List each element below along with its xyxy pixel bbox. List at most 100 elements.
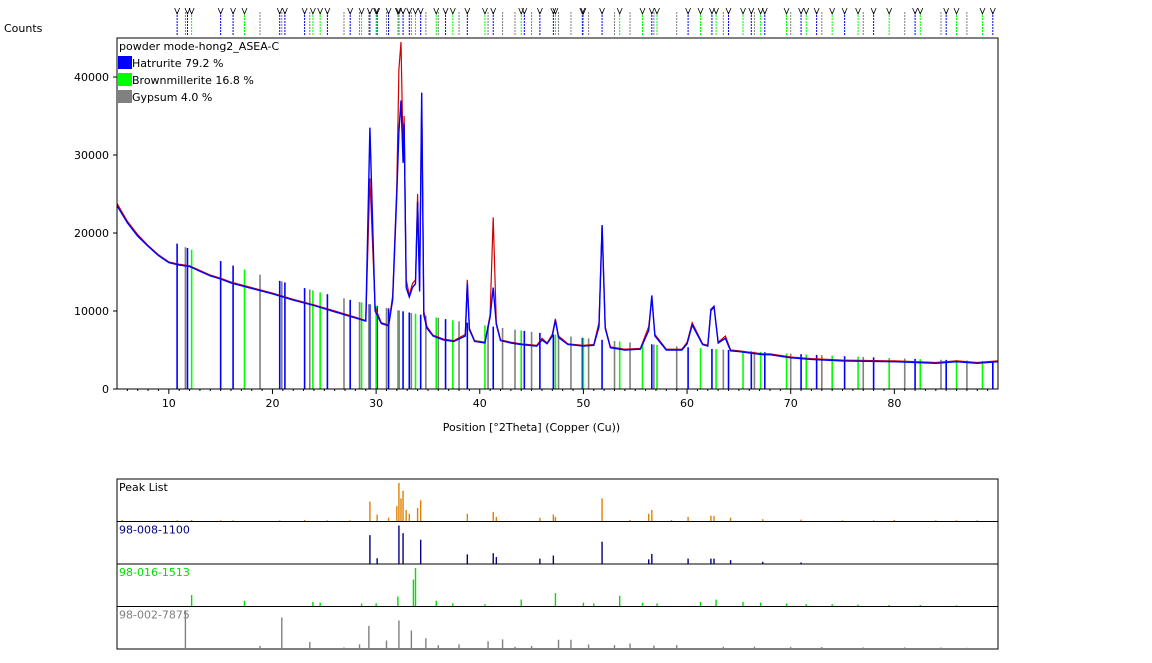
marker-glyph bbox=[217, 7, 224, 16]
marker-glyph bbox=[358, 7, 365, 16]
marker-glyph bbox=[184, 7, 191, 16]
x-axis-label: Position [°2Theta] (Copper (Cu)) bbox=[443, 421, 620, 434]
marker-glyph bbox=[406, 7, 413, 16]
x-tick-label: 80 bbox=[887, 397, 901, 410]
marker-glyph bbox=[482, 7, 488, 16]
y-tick-label: 10000 bbox=[74, 305, 109, 318]
legend-label: Gypsum 4.0 % bbox=[132, 91, 212, 104]
marker-glyph bbox=[374, 7, 381, 16]
panel-3: 98-002-7875 bbox=[116, 606, 999, 650]
legend-label: Hatrurite 79.2 % bbox=[132, 57, 223, 70]
marker-glyph bbox=[373, 7, 379, 16]
panel-label: Peak List bbox=[119, 481, 169, 494]
panel-2: 98-016-1513 bbox=[116, 563, 999, 607]
marker-glyph bbox=[174, 7, 180, 16]
y-tick-label: 30000 bbox=[74, 149, 109, 162]
y-tick-label: 20000 bbox=[74, 227, 109, 240]
marker-glyph bbox=[550, 7, 557, 16]
marker-glyph bbox=[490, 7, 497, 16]
marker-glyph bbox=[599, 7, 605, 16]
marker-glyph-row bbox=[174, 7, 996, 16]
panel-frame bbox=[116, 563, 999, 607]
reference-sticks-hatrurite bbox=[176, 12, 994, 389]
marker-glyph bbox=[979, 7, 986, 16]
legend-swatch bbox=[118, 73, 132, 86]
marker-glyph bbox=[757, 7, 764, 16]
panel-frame bbox=[116, 606, 999, 650]
marker-glyph bbox=[412, 7, 419, 16]
legend-swatch bbox=[118, 90, 132, 103]
marker-glyph bbox=[639, 7, 646, 16]
reference-sticks-gypsum bbox=[184, 12, 968, 389]
marker-glyph bbox=[396, 7, 402, 16]
marker-glyph bbox=[367, 7, 373, 16]
marker-glyph bbox=[912, 7, 918, 16]
panel-1: 98-008-1100 bbox=[116, 521, 999, 565]
marker-glyph bbox=[580, 7, 587, 16]
marker-glyph bbox=[761, 7, 768, 16]
x-tick-label: 10 bbox=[162, 397, 176, 410]
marker-glyph bbox=[725, 7, 732, 16]
marker-glyph bbox=[188, 7, 195, 16]
marker-glyph bbox=[813, 7, 820, 16]
marker-glyph bbox=[395, 7, 401, 16]
marker-glyph bbox=[276, 7, 283, 16]
marker-glyph bbox=[841, 7, 848, 16]
marker-glyph bbox=[783, 7, 790, 16]
marker-glyph bbox=[855, 7, 861, 16]
marker-glyph bbox=[324, 7, 331, 16]
marker-glyph bbox=[886, 7, 893, 16]
marker-glyph bbox=[648, 7, 655, 16]
marker-glyph bbox=[301, 7, 308, 16]
legend-label: Brownmillerite 16.8 % bbox=[132, 74, 254, 87]
calculated-series-line bbox=[116, 92, 999, 365]
marker-glyph bbox=[697, 7, 704, 16]
panel-label: 98-016-1513 bbox=[119, 566, 190, 579]
panel-0: Peak List bbox=[116, 478, 999, 522]
marker-glyph bbox=[943, 7, 950, 16]
marker-glyph bbox=[989, 7, 996, 16]
x-tick-label: 20 bbox=[265, 397, 279, 410]
marker-glyph bbox=[803, 7, 810, 16]
marker-glyph bbox=[518, 7, 525, 16]
legend-swatch bbox=[118, 56, 132, 69]
marker-glyph bbox=[654, 7, 660, 16]
marker-glyph bbox=[417, 7, 424, 16]
marker-glyph bbox=[464, 7, 471, 16]
marker-glyph bbox=[616, 7, 623, 16]
marker-glyph bbox=[709, 7, 715, 16]
marker-glyph bbox=[449, 7, 456, 16]
marker-glyph bbox=[385, 7, 392, 16]
marker-glyph bbox=[552, 7, 559, 16]
y-axis-title: Counts bbox=[4, 22, 43, 35]
x-tick-label: 50 bbox=[576, 397, 590, 410]
x-tick-label: 60 bbox=[680, 397, 694, 410]
legend: powder mode-hong2_ASEA-C Hatrurite 79.2 %… bbox=[118, 40, 280, 104]
x-tick-label: 40 bbox=[473, 397, 487, 410]
marker-glyph bbox=[400, 7, 406, 16]
marker-glyph bbox=[230, 7, 236, 16]
plot-frame bbox=[116, 37, 999, 390]
observed-series-line bbox=[116, 41, 999, 364]
x-tick-label: 30 bbox=[369, 397, 383, 410]
legend-title: powder mode-hong2_ASEA-C bbox=[119, 40, 280, 53]
panel-label: 98-002-7875 bbox=[119, 609, 190, 622]
panel-label: 98-008-1100 bbox=[119, 524, 190, 537]
x-tick-label: 70 bbox=[784, 397, 798, 410]
marker-glyph bbox=[347, 7, 354, 16]
marker-glyph bbox=[579, 7, 586, 16]
y-tick-label: 40000 bbox=[74, 71, 109, 84]
marker-glyph bbox=[442, 7, 449, 16]
marker-glyph bbox=[748, 7, 755, 16]
marker-glyph bbox=[537, 7, 543, 16]
marker-glyph bbox=[685, 7, 691, 16]
marker-glyph bbox=[282, 7, 288, 16]
panel-frame bbox=[116, 521, 999, 565]
marker-glyph bbox=[310, 7, 316, 16]
marker-glyph bbox=[870, 7, 877, 16]
marker-glyph bbox=[713, 7, 719, 16]
marker-glyph bbox=[829, 7, 836, 16]
marker-glyph bbox=[740, 7, 746, 16]
marker-glyph bbox=[317, 7, 324, 16]
